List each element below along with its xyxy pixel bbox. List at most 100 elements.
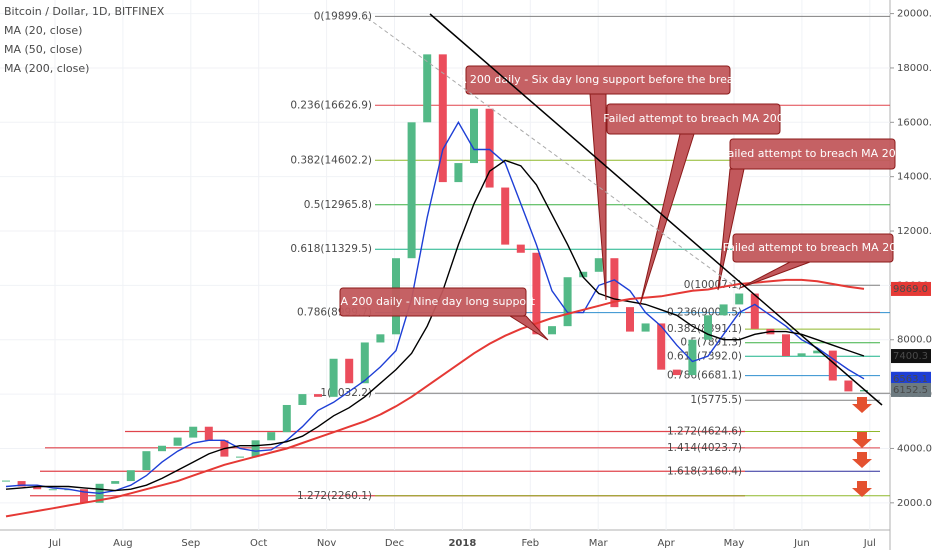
dashed-trend-line <box>361 13 741 291</box>
x-tick-label: Aug <box>113 538 133 549</box>
fib-label: 1.618(3160.4) <box>667 465 742 477</box>
y-tick-label: 16000.0 <box>897 117 932 128</box>
x-tick-label: Nov <box>317 538 337 549</box>
candle <box>548 326 556 335</box>
candle <box>563 277 572 327</box>
callout-box <box>465 65 731 95</box>
candle <box>345 358 354 384</box>
fib-label: 0.382(14602.2) <box>290 154 372 166</box>
price-badge-label: 6152.5 <box>893 385 928 396</box>
candle <box>267 432 276 441</box>
candle <box>688 339 697 376</box>
ma-line <box>5 120 865 495</box>
legend-entry: MA (20, close) <box>4 24 82 37</box>
fib-label: 0.786(6681.1) <box>667 370 742 382</box>
candle <box>173 437 182 446</box>
price-badge-label: 9869.0 <box>893 284 928 295</box>
x-tick-label: May <box>724 538 745 549</box>
down-arrow <box>852 452 872 468</box>
candle <box>501 187 510 245</box>
trend-line <box>429 13 883 406</box>
y-tick-label: 18000.0 <box>897 63 932 74</box>
candle <box>126 470 135 482</box>
callout-text: MA 200 daily - Six day long support befo… <box>449 73 746 86</box>
candle <box>844 380 853 392</box>
y-tick-label: 8000.0 <box>897 335 932 346</box>
x-tick-label: Apr <box>657 538 675 549</box>
candle <box>236 456 244 458</box>
x-tick-label: Dec <box>385 538 404 549</box>
candle <box>532 252 541 335</box>
callout-text: Failed attempt to breach MA 200 <box>722 147 902 160</box>
y-tick-label: 14000.0 <box>897 172 932 183</box>
callout-box <box>729 138 896 170</box>
candle <box>485 108 494 188</box>
chart-title: Bitcoin / Dollar, 1D, BITFINEX <box>4 5 165 18</box>
y-tick-label: 4000.0 <box>897 443 932 454</box>
legend-entry: MA (50, close) <box>4 43 82 56</box>
candle <box>48 489 57 491</box>
candle <box>204 426 213 441</box>
x-tick-label: Mar <box>589 538 609 549</box>
fib-label: 0.618(7392.0) <box>667 350 742 362</box>
candle <box>657 323 666 370</box>
callout-box <box>732 233 894 263</box>
y-tick-label: 20000.0 <box>897 9 932 20</box>
candle <box>626 307 634 332</box>
candle <box>579 271 588 278</box>
marks <box>2 54 868 518</box>
candle <box>423 54 432 123</box>
fib-label: 0(10007.1) <box>684 279 742 291</box>
y-tick-label: 2000.0 <box>897 498 932 509</box>
candle <box>142 451 151 471</box>
candle <box>860 389 868 392</box>
x-tick-label: 2018 <box>448 538 476 549</box>
price-badge <box>891 371 931 386</box>
candle <box>158 445 166 452</box>
candle <box>516 244 525 253</box>
candle <box>750 293 759 329</box>
fib-label: 0(19899.6) <box>314 10 372 22</box>
candle <box>672 369 681 376</box>
price-badge-label: 7400.3 <box>893 351 928 362</box>
candle <box>610 258 619 308</box>
fib-label: 0.618(11329.5) <box>290 243 372 255</box>
callout-box <box>606 103 781 135</box>
price-badge <box>891 382 931 397</box>
candle <box>641 323 650 332</box>
candle <box>594 258 603 272</box>
callout-box <box>339 287 527 317</box>
down-arrow <box>852 432 872 448</box>
candle <box>735 293 744 305</box>
x-tick-label: Jul <box>863 538 876 549</box>
candle <box>782 334 790 357</box>
legend-entry: MA (200, close) <box>4 62 89 75</box>
callout-text: MA 200 daily - Nine day long support <box>331 295 536 308</box>
candle <box>189 426 198 438</box>
candle <box>17 481 26 487</box>
candle <box>360 342 369 384</box>
fib-label: 1.272(4624.6) <box>667 425 742 437</box>
candle <box>80 489 88 503</box>
candle <box>470 108 478 164</box>
candle <box>719 304 728 316</box>
candle <box>329 358 338 397</box>
legend: Bitcoin / Dollar, 1D, BITFINEX MA (20, c… <box>4 5 165 75</box>
x-tick-label: Jun <box>793 538 810 549</box>
callout-text: Failed attempt to breach MA 200 <box>723 241 903 254</box>
fib-label: 0.236(16626.9) <box>290 99 372 111</box>
candle <box>376 334 385 343</box>
y-tick-label: 12000.0 <box>897 226 932 237</box>
fib-label: 1.272(2260.1) <box>297 490 372 502</box>
down-arrow <box>852 397 872 413</box>
candle <box>813 350 822 354</box>
candle <box>298 394 307 405</box>
fib-label: 1.414(4023.7) <box>667 442 742 454</box>
price-badge <box>891 349 931 364</box>
x-tick-label: Sep <box>181 538 200 549</box>
x-tick-label: Feb <box>521 538 539 549</box>
candle <box>407 122 416 259</box>
down-arrow <box>852 481 872 497</box>
x-tick-label: Oct <box>250 538 267 549</box>
